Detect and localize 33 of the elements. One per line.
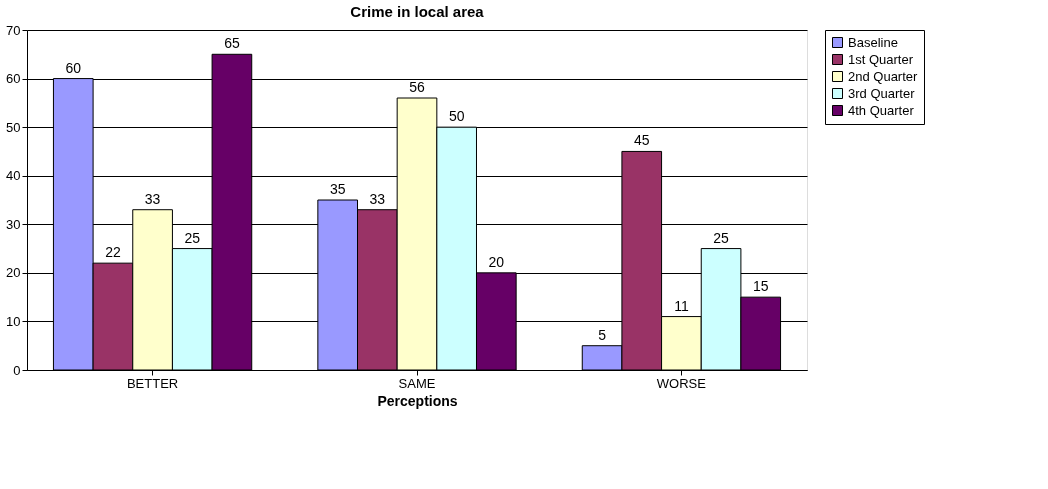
y-tick-label: 30 — [6, 216, 21, 232]
x-axis-title: Perceptions — [377, 392, 458, 409]
x-tick-label: SAME — [398, 375, 436, 391]
chart-title: Crime in local area — [350, 3, 485, 20]
x-tick-label: BETTER — [126, 375, 179, 391]
data-label: 56 — [409, 79, 425, 95]
data-label: 11 — [674, 297, 689, 314]
y-tick-label: 50 — [6, 119, 21, 135]
y-tick-label: 60 — [6, 71, 21, 87]
y-tick-label: 20 — [6, 265, 21, 281]
y-tick-label: 70 — [6, 22, 21, 38]
data-label: 35 — [329, 181, 346, 197]
x-tick-label: WORSE — [656, 375, 707, 391]
data-label: 60 — [65, 59, 82, 76]
legend-label: 4th Quarter — [848, 102, 915, 118]
y-tick-label: 40 — [6, 168, 21, 184]
y-tick-label: 0 — [13, 362, 21, 378]
legend-label: Baseline — [848, 34, 898, 50]
data-label: 45 — [633, 132, 650, 149]
data-label: 33 — [144, 190, 161, 207]
y-tick-label: 10 — [6, 313, 21, 329]
data-label: 15 — [752, 278, 769, 295]
data-label: 50 — [448, 108, 465, 125]
data-label: 65 — [224, 35, 240, 52]
legend-label: 2nd Quarter — [848, 68, 919, 84]
legend-label: 3rd Quarter — [848, 85, 916, 101]
legend-label: 1st Quarter — [848, 51, 914, 67]
data-label: 25 — [713, 229, 730, 246]
data-label: 25 — [184, 229, 201, 246]
data-label: 5 — [598, 326, 607, 343]
data-label: 22 — [105, 244, 121, 261]
data-label: 33 — [369, 190, 386, 207]
data-label: 20 — [488, 253, 505, 270]
